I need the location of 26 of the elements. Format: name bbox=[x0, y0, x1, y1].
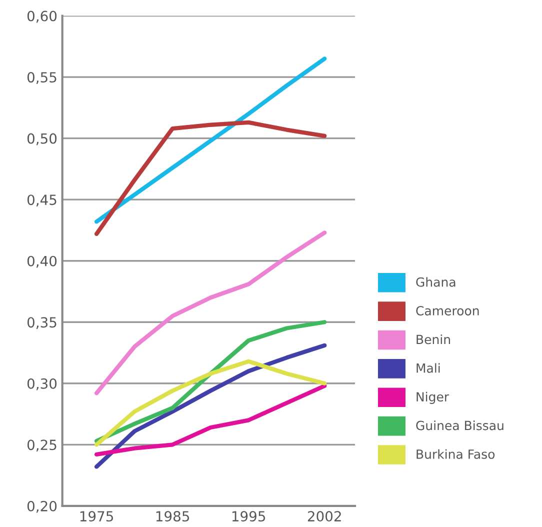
line-series bbox=[94, 120, 327, 236]
y-tick-label: 0,40 bbox=[27, 256, 57, 268]
x-tick-label: 1975 bbox=[80, 511, 113, 522]
line-series bbox=[94, 230, 327, 396]
x-tick-label: 2002 bbox=[308, 511, 341, 522]
legend-label: Ghana bbox=[416, 277, 456, 287]
y-tick-label: 0,25 bbox=[27, 440, 56, 452]
line-series bbox=[94, 343, 327, 469]
legend-label: Guinea Bissau bbox=[416, 420, 504, 430]
legend-label: Cameroon bbox=[416, 306, 479, 316]
x-tick-label: 1995 bbox=[232, 511, 266, 522]
line-series bbox=[94, 56, 327, 224]
legend-label: Burkina Faso bbox=[416, 449, 495, 459]
y-tick-label: 0,55 bbox=[27, 72, 56, 84]
y-tick-label: 0,35 bbox=[27, 317, 56, 330]
legend-label: Mali bbox=[416, 363, 440, 373]
y-tick-label: 0,45 bbox=[27, 194, 56, 206]
legend-label: Benin bbox=[416, 334, 450, 344]
line-series bbox=[94, 384, 327, 457]
x-tick-label: 1985 bbox=[156, 511, 190, 522]
y-tick-label: 0,60 bbox=[27, 10, 57, 23]
y-tick-label: 0,30 bbox=[27, 378, 57, 390]
line-series bbox=[94, 359, 327, 447]
y-tick-label: 0,20 bbox=[27, 500, 57, 513]
y-tick-label: 0,50 bbox=[27, 133, 57, 146]
legend-label: Niger bbox=[416, 392, 450, 404]
